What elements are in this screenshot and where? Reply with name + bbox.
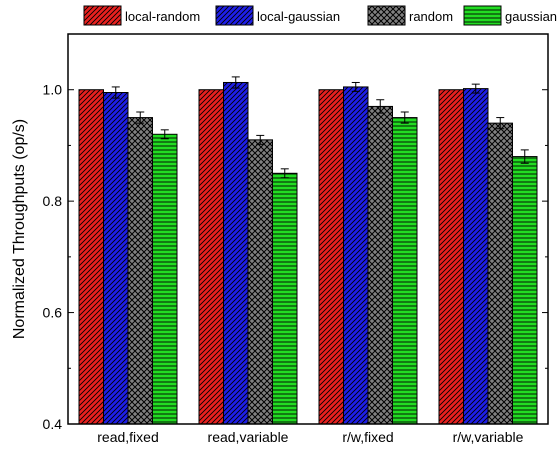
- bar-gaussian-1: [272, 172, 298, 425]
- legend-label-random: random: [409, 9, 453, 24]
- legend: local-random local-gaussian random gaussian: [83, 5, 557, 26]
- y-tick-label: 0.4: [43, 416, 63, 432]
- error-bar-gaussian-1: [280, 168, 289, 179]
- y-axis: 0.4 0.6 0.8 1.0: [43, 82, 548, 432]
- bar-gaussian-2: [392, 117, 418, 425]
- bar-local-random-1: [198, 89, 224, 425]
- error-bar-gaussian-0: [160, 129, 169, 140]
- y-axis-label: Normalized Throughputs (op/s): [11, 119, 28, 339]
- plot-frame: [67, 33, 549, 425]
- x-axis: read,fixed read,variable r/w,fixed r/w,vari…: [97, 419, 524, 445]
- bars: [78, 81, 538, 425]
- error-bar-random-1: [256, 134, 265, 145]
- bar-local-random-2: [318, 89, 344, 425]
- bar-local-gaussian-1: [223, 81, 249, 425]
- bar-local-random-3: [438, 89, 464, 425]
- error-bar-local-gaussian-3: [471, 83, 480, 94]
- error-bar-gaussian-2: [400, 111, 409, 124]
- legend-label-local-gaussian: local-gaussian: [257, 9, 340, 24]
- x-tick-label: read,fixed: [97, 429, 158, 445]
- legend-swatch-local-random: [83, 5, 122, 26]
- error-bar-local-gaussian-0: [111, 86, 120, 99]
- error-bar-local-gaussian-1: [231, 76, 240, 89]
- bar-gaussian-0: [152, 133, 178, 425]
- error-bar-local-gaussian-2: [351, 81, 360, 92]
- x-tick-label: read,variable: [208, 429, 289, 445]
- error-bar-random-0: [136, 111, 145, 124]
- bar-random-3: [487, 122, 513, 425]
- x-tick-label: r/w,variable: [453, 429, 524, 445]
- bar-local-gaussian-3: [463, 88, 489, 425]
- y-tick-label: 0.6: [43, 305, 63, 321]
- error-bar-random-2: [376, 99, 385, 114]
- legend-swatch-random: [367, 5, 406, 26]
- bar-local-random-0: [78, 89, 104, 425]
- bar-gaussian-3: [512, 156, 538, 425]
- legend-label-gaussian: gaussian: [505, 9, 557, 24]
- error-bar-gaussian-3: [520, 149, 529, 164]
- legend-label-local-random: local-random: [125, 9, 200, 24]
- y-tick-label: 1.0: [43, 82, 63, 98]
- bar-local-gaussian-0: [103, 92, 129, 425]
- bar-random-0: [127, 117, 153, 425]
- bar-local-gaussian-2: [343, 86, 369, 425]
- error-bar-random-3: [496, 117, 505, 130]
- y-tick-label: 0.8: [43, 193, 63, 209]
- x-tick-label: r/w,fixed: [342, 429, 393, 445]
- bar-random-2: [367, 105, 393, 425]
- error-bars: [111, 76, 529, 179]
- bar-random-1: [247, 139, 273, 425]
- legend-swatch-local-gaussian: [215, 5, 254, 26]
- legend-swatch-gaussian: [463, 5, 502, 26]
